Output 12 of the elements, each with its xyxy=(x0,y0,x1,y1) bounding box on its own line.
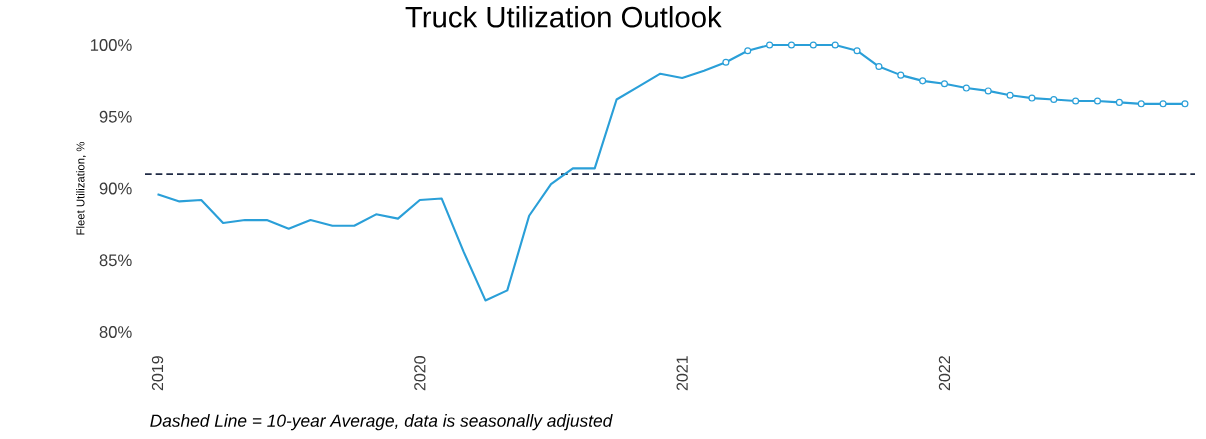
y-tick-label: 90% xyxy=(99,182,132,195)
text: Dashed Line = 10-year Average, data is seasonally adjusted xyxy=(150,414,613,431)
x-tick-label: 2020 xyxy=(414,356,426,391)
x-tick-label: 2021 xyxy=(676,356,688,391)
y-axis-title: Fleet Utilization, % xyxy=(76,141,86,235)
y-tick-label: 95% xyxy=(99,110,132,123)
y-tick-label: 85% xyxy=(99,254,132,267)
x-tick-label: 2022 xyxy=(938,356,951,391)
y-tick-label: 80% xyxy=(99,326,132,338)
chart-title: Truck Utilization Outlook xyxy=(405,6,722,28)
y-tick-label: 100% xyxy=(90,39,132,51)
x-tick-label: 2019 xyxy=(151,356,164,391)
